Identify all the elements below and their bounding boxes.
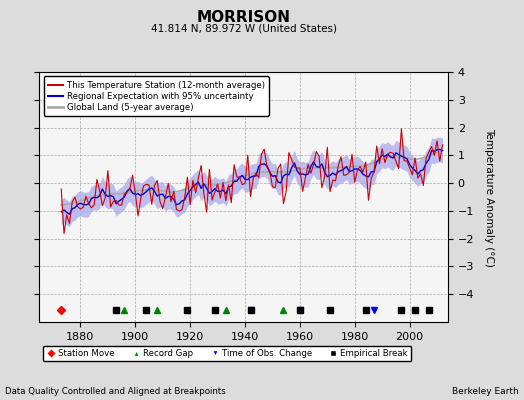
Y-axis label: Temperature Anomaly (°C): Temperature Anomaly (°C) xyxy=(484,128,494,266)
Text: 41.814 N, 89.972 W (United States): 41.814 N, 89.972 W (United States) xyxy=(151,23,336,33)
Text: Data Quality Controlled and Aligned at Breakpoints: Data Quality Controlled and Aligned at B… xyxy=(5,387,226,396)
Legend: Station Move, Record Gap, Time of Obs. Change, Empirical Break: Station Move, Record Gap, Time of Obs. C… xyxy=(43,346,411,362)
Text: MORRISON: MORRISON xyxy=(196,10,291,25)
Text: Berkeley Earth: Berkeley Earth xyxy=(452,387,519,396)
